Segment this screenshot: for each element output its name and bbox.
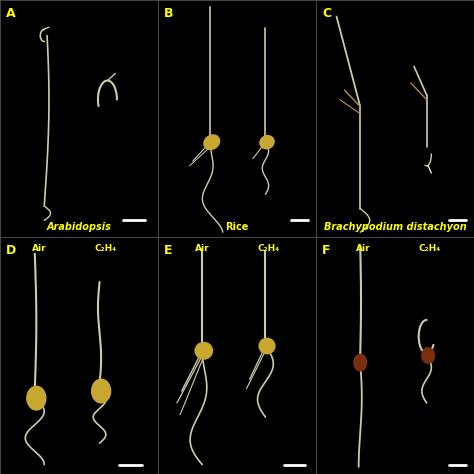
Text: C₂H₄: C₂H₄ xyxy=(95,244,117,253)
Text: E: E xyxy=(164,244,173,257)
Ellipse shape xyxy=(260,136,274,149)
Text: Air: Air xyxy=(356,244,371,253)
Text: C₂H₄: C₂H₄ xyxy=(419,244,441,253)
Ellipse shape xyxy=(422,348,435,363)
Ellipse shape xyxy=(354,355,366,371)
Text: Rice: Rice xyxy=(225,222,249,232)
Ellipse shape xyxy=(259,338,275,354)
Ellipse shape xyxy=(195,342,212,359)
Ellipse shape xyxy=(91,379,110,403)
Text: D: D xyxy=(6,244,17,257)
Ellipse shape xyxy=(27,386,46,410)
Ellipse shape xyxy=(204,135,219,149)
Text: A: A xyxy=(6,7,16,20)
Text: F: F xyxy=(322,244,331,257)
Text: B: B xyxy=(164,7,174,20)
Text: Arabidopsis: Arabidopsis xyxy=(46,222,111,232)
Text: Air: Air xyxy=(195,244,210,253)
Text: Air: Air xyxy=(32,244,47,253)
Text: Brachypodium distachyon: Brachypodium distachyon xyxy=(324,222,466,232)
Text: C₂H₄: C₂H₄ xyxy=(257,244,280,253)
Text: C: C xyxy=(322,7,331,20)
